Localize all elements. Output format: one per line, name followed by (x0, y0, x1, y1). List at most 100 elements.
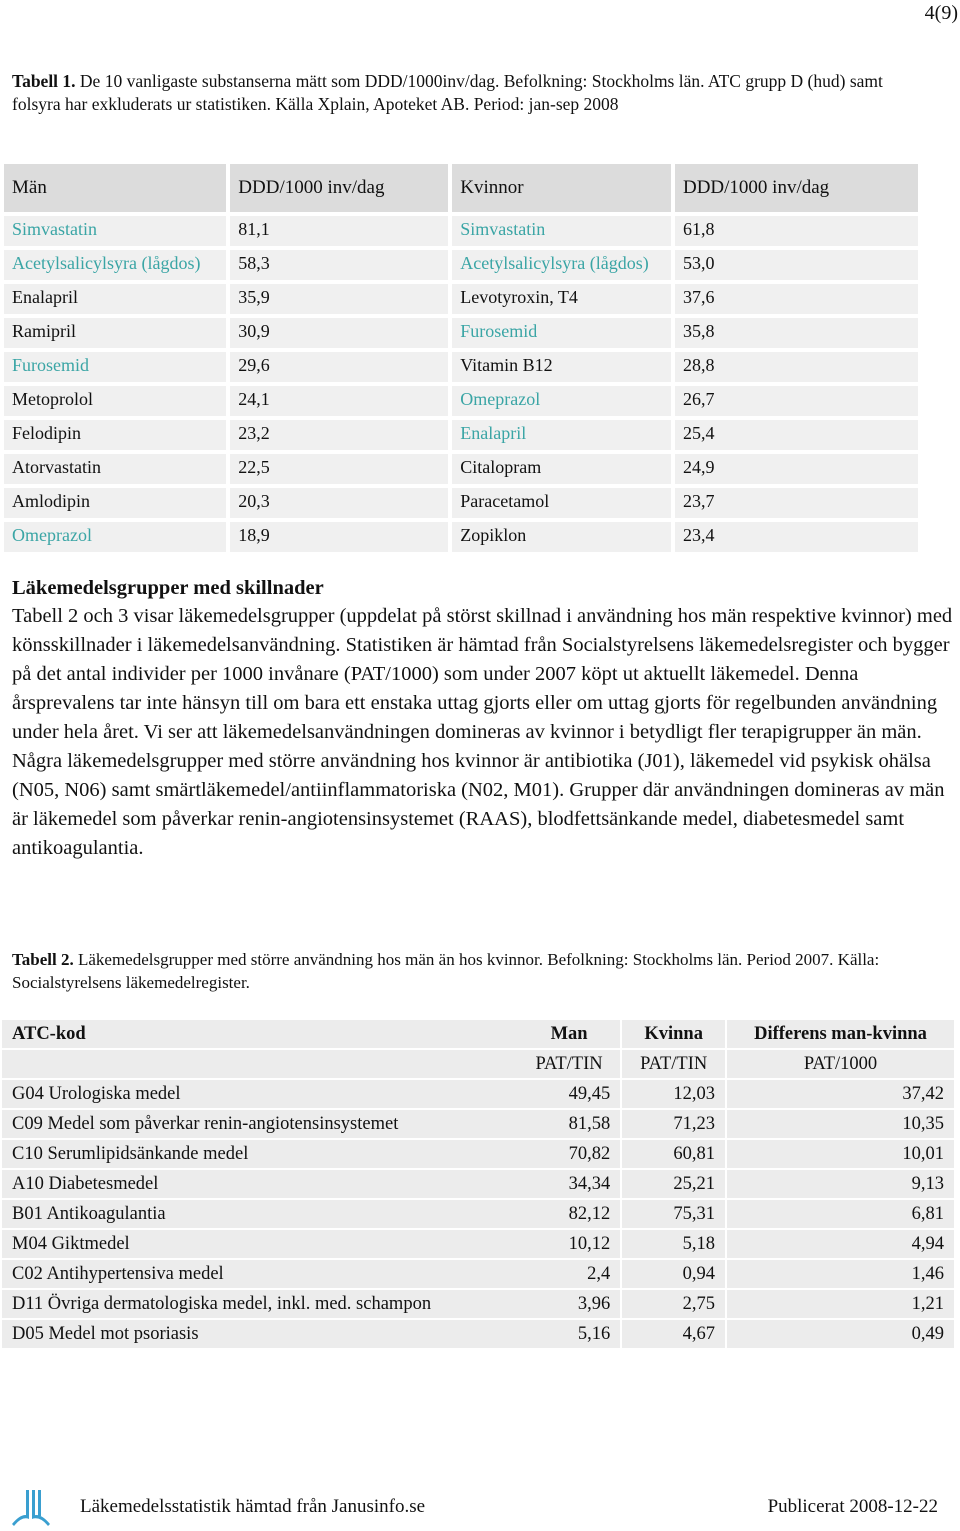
cell: Zopiklon (452, 522, 671, 552)
cell: C02 Antihypertensiva medel (2, 1260, 518, 1288)
cell: 5,16 (517, 1320, 621, 1348)
cell: 2,4 (517, 1260, 621, 1288)
cell: 30,9 (230, 318, 449, 348)
cell: Acetylsalicylsyra (lågdos) (4, 250, 227, 280)
row: D05 Medel mot psoriasis 5,16 4,67 0,49 (2, 1320, 954, 1348)
cell: 53,0 (674, 250, 918, 280)
caption-text: De 10 vanligaste substanserna mätt som D… (12, 71, 883, 114)
cell: 20,3 (230, 488, 449, 518)
footer-right: Publicerat 2008-12-22 (767, 1496, 938, 1517)
cell: Omeprazol (452, 386, 671, 416)
cell: B01 Antikoagulantia (2, 1200, 518, 1228)
section-heading: Läkemedelsgrupper med skillnader (12, 577, 324, 599)
row: Felodipin 23,2 Enalapril 25,4 (4, 420, 918, 450)
header-cell: DDD/1000 inv/dag (230, 164, 449, 212)
section-text: Tabell 2 och 3 visar läkemedelsgrupper (… (12, 605, 953, 859)
cell: 24,1 (230, 386, 449, 416)
row: A10 Diabetesmedel 34,34 25,21 9,13 (2, 1170, 954, 1198)
cell: Furosemid (452, 318, 671, 348)
cell: Acetylsalicylsyra (lågdos) (452, 250, 671, 280)
cell: 60,81 (620, 1140, 726, 1168)
cell: 75,31 (620, 1200, 726, 1228)
row: Atorvastatin 22,5 Citalopram 24,9 (4, 454, 918, 484)
row: M04 Giktmedel 10,12 5,18 4,94 (2, 1230, 954, 1258)
row: D11 Övriga dermatologiska medel, inkl. m… (2, 1290, 954, 1318)
cell: 1,46 (725, 1260, 954, 1288)
cell: 23,4 (674, 522, 918, 552)
cell: 28,8 (674, 352, 918, 382)
table1-caption: Tabell 1. De 10 vanligaste substanserna … (12, 70, 912, 116)
cell: 0,49 (725, 1320, 954, 1348)
cell: 81,58 (517, 1110, 621, 1138)
caption-text: Läkemedelsgrupper med större användning … (12, 950, 880, 992)
cell: 3,96 (517, 1290, 621, 1318)
cell: 10,12 (517, 1230, 621, 1258)
cell: 4,67 (620, 1320, 726, 1348)
header-cell: Kvinnor (452, 164, 671, 212)
caption-label: Tabell 2. (12, 950, 74, 969)
section: Läkemedelsgrupper med skillnader Tabell 2… (12, 574, 954, 863)
row: Ramipril 30,9 Furosemid 35,8 (4, 318, 918, 348)
cell: 29,6 (230, 352, 449, 382)
header-cell: ATC-kod (2, 1020, 518, 1048)
row: C10 Serumlipidsänkande medel 70,82 60,81 10… (2, 1140, 954, 1168)
cell: 5,18 (620, 1230, 726, 1258)
row: Amlodipin 20,3 Paracetamol 23,7 (4, 488, 918, 518)
cell: 34,34 (517, 1170, 621, 1198)
cell: D05 Medel mot psoriasis (2, 1320, 518, 1348)
row: Simvastatin 81,1 Simvastatin 61,8 (4, 216, 918, 246)
header-cell: Kvinna (620, 1020, 726, 1048)
logo (12, 1490, 50, 1526)
cell: 49,45 (517, 1080, 621, 1108)
cell: 61,8 (674, 216, 918, 246)
cell: 26,7 (674, 386, 918, 416)
cell: Simvastatin (4, 216, 227, 246)
cell: Vitamin B12 (452, 352, 671, 382)
cell: 82,12 (517, 1200, 621, 1228)
page-number: 4(9) (924, 2, 958, 24)
cell: M04 Giktmedel (2, 1230, 518, 1258)
cell: C10 Serumlipidsänkande medel (2, 1140, 518, 1168)
cell: 10,01 (725, 1140, 954, 1168)
cell: Amlodipin (4, 488, 227, 518)
cell: 23,7 (674, 488, 918, 518)
cell: Enalapril (452, 420, 671, 450)
cell: Citalopram (452, 454, 671, 484)
cell: 1,21 (725, 1290, 954, 1318)
cell: 71,23 (620, 1110, 726, 1138)
cell: Furosemid (4, 352, 227, 382)
row: Enalapril 35,9 Levotyroxin, T4 37,6 (4, 284, 918, 314)
cell: Simvastatin (452, 216, 671, 246)
cell: Felodipin (4, 420, 227, 450)
row: Furosemid 29,6 Vitamin B12 28,8 (4, 352, 918, 382)
table2-caption: Tabell 2. Läkemedelsgrupper med större a… (12, 948, 942, 994)
cell: 2,75 (620, 1290, 726, 1318)
cell: D11 Övriga dermatologiska medel, inkl. m… (2, 1290, 518, 1318)
row: C09 Medel som påverkar renin-angiotensin… (2, 1110, 954, 1138)
cell: 10,35 (725, 1110, 954, 1138)
cell: 37,6 (674, 284, 918, 314)
row: C02 Antihypertensiva medel 2,4 0,94 1,46 (2, 1260, 954, 1288)
header-cell: DDD/1000 inv/dag (674, 164, 918, 212)
row: Acetylsalicylsyra (lågdos) 58,3 Acetylsali… (4, 250, 918, 280)
cell: 6,81 (725, 1200, 954, 1228)
header-cell: Män (4, 164, 227, 212)
cell: A10 Diabetesmedel (2, 1170, 518, 1198)
cell: Atorvastatin (4, 454, 227, 484)
unit-cell: PAT/1000 (725, 1050, 954, 1078)
cell: G04 Urologiska medel (2, 1080, 518, 1108)
table1: Män DDD/1000 inv/dag Kvinnor DDD/1000 inv/d… (0, 160, 922, 556)
cell: 58,3 (230, 250, 449, 280)
cell: 24,9 (674, 454, 918, 484)
cell: Ramipril (4, 318, 227, 348)
row: Omeprazol 18,9 Zopiklon 23,4 (4, 522, 918, 552)
cell: 4,94 (725, 1230, 954, 1258)
unit-cell (2, 1050, 518, 1078)
cell: 35,9 (230, 284, 449, 314)
cell: C09 Medel som påverkar renin-angiotensin… (2, 1110, 518, 1138)
cell: Paracetamol (452, 488, 671, 518)
cell: Enalapril (4, 284, 227, 314)
cell: 18,9 (230, 522, 449, 552)
cell: 70,82 (517, 1140, 621, 1168)
